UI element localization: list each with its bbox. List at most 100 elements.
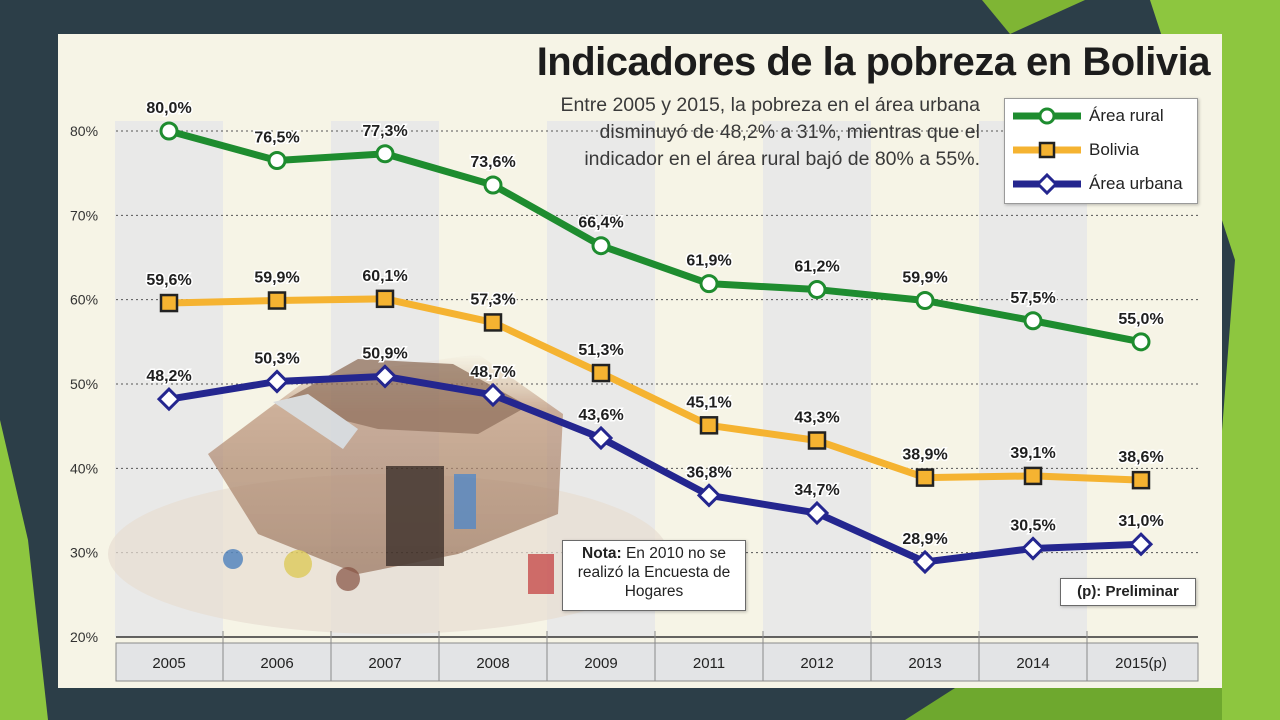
rural-house-illustration	[108, 354, 668, 634]
data-label: 45,1%	[686, 394, 731, 411]
data-point-circle	[699, 274, 719, 294]
data-point-circle	[483, 175, 503, 195]
data-label: 60,1%	[362, 268, 407, 285]
y-tick-label: 70%	[70, 207, 98, 223]
x-tick-label: 2011	[693, 655, 725, 672]
accent-shape-upper	[982, 0, 1085, 34]
x-tick-label: 2005	[152, 655, 185, 672]
data-label: 76,5%	[254, 130, 299, 147]
data-point-square	[1131, 470, 1151, 490]
data-point-diamond	[696, 483, 722, 508]
data-point-circle	[591, 236, 611, 256]
chart-title: Indicadores de la pobreza en Bolivia	[536, 40, 1211, 84]
x-axis-band	[115, 642, 1199, 682]
data-label: 30,5%	[1010, 517, 1055, 534]
x-tick-label: 2014	[1016, 655, 1049, 672]
data-point-circle	[807, 280, 827, 300]
y-tick-label: 30%	[70, 545, 98, 561]
data-label: 57,5%	[1010, 290, 1055, 307]
x-tick-label: 2013	[908, 655, 941, 672]
data-label: 48,7%	[470, 364, 515, 381]
data-label: 34,7%	[794, 482, 839, 499]
data-label: 28,9%	[902, 531, 947, 548]
data-label: 59,6%	[146, 272, 191, 289]
infographic-figure: 20% 30% 40% 50% 60% 70% 80% 2005 2006 2007 2008 20…	[58, 34, 1222, 688]
data-point-circle	[267, 151, 287, 171]
data-point-diamond	[912, 549, 938, 575]
data-point-square	[591, 363, 611, 383]
data-label: 59,9%	[902, 270, 947, 287]
data-point-square	[807, 431, 827, 450]
data-label: 77,3%	[362, 123, 407, 140]
series-line-1	[165, 295, 1145, 484]
x-tick-label: 2007	[368, 655, 401, 672]
y-tick-label: 50%	[70, 376, 98, 392]
legend-item-area-urbana: Área urbana	[1005, 167, 1197, 201]
data-label: 57,3%	[470, 291, 515, 308]
data-point-circle	[159, 121, 179, 141]
data-point-circle	[915, 291, 935, 311]
note-box: Nota: En 2010 no se realizó la Encuesta …	[562, 540, 746, 611]
data-point-diamond	[156, 387, 182, 412]
data-point-diamond	[264, 369, 290, 394]
data-label: 48,2%	[146, 368, 191, 385]
data-point-square	[699, 416, 719, 435]
data-label: 39,1%	[1010, 445, 1055, 462]
data-label: 66,4%	[578, 215, 623, 232]
data-label: 43,3%	[794, 410, 839, 427]
series-line-2	[165, 372, 1145, 566]
data-point-square	[267, 291, 287, 310]
accent-shape-left	[0, 420, 48, 720]
legend-item-area-rural: Área rural	[1005, 99, 1197, 133]
data-label: 51,3%	[578, 342, 623, 359]
x-tick-label: 2008	[476, 655, 509, 672]
y-tick-label: 80%	[70, 123, 98, 139]
legend-item-bolivia: Bolivia	[1005, 133, 1197, 167]
data-point-diamond	[480, 382, 506, 408]
x-tick-label: 2009	[584, 655, 617, 672]
legend-marker-circle-icon	[1013, 107, 1081, 125]
data-point-square	[483, 313, 503, 332]
y-tick-label: 40%	[70, 460, 98, 476]
y-tick-label: 20%	[70, 629, 98, 645]
x-tick-label: 2015(p)	[1115, 655, 1167, 672]
data-label: 61,2%	[794, 259, 839, 276]
accent-shape-right	[1150, 0, 1280, 720]
chart-legend: Área rural Bolivia Área urbana	[1004, 98, 1198, 204]
data-point-square	[159, 293, 179, 313]
accent-shape-lower	[905, 688, 1222, 720]
note-label: Nota:	[582, 545, 622, 562]
legend-marker-diamond-icon	[1013, 172, 1081, 196]
legend-label-bolivia: Bolivia	[1089, 140, 1140, 159]
data-label: 38,9%	[902, 447, 947, 464]
data-point-diamond	[1020, 536, 1046, 561]
legend-marker-square-icon	[1013, 141, 1081, 159]
preliminary-note: (p): Preliminar	[1060, 578, 1196, 606]
data-label: 61,9%	[686, 253, 731, 270]
data-point-circle	[1131, 332, 1151, 352]
category-band	[763, 121, 871, 637]
data-point-diamond	[1128, 532, 1154, 557]
legend-label-area-urbana: Área urbana	[1089, 174, 1183, 193]
data-label: 55,0%	[1118, 311, 1163, 328]
data-label: 38,6%	[1118, 449, 1163, 466]
data-label: 50,9%	[362, 345, 407, 362]
data-label: 73,6%	[470, 154, 515, 171]
data-label: 50,3%	[254, 350, 299, 367]
note-text: En 2010 no se realizó la Encuesta de Hog…	[577, 545, 731, 600]
legend-label-area-rural: Área rural	[1089, 106, 1164, 125]
data-label: 43,6%	[578, 407, 623, 424]
data-label: 31,0%	[1118, 513, 1163, 530]
line-chart: 20% 30% 40% 50% 60% 70% 80% 2005 2006 2007 2008 20…	[70, 99, 1199, 682]
data-label: 80,0%	[146, 100, 191, 117]
data-point-diamond	[372, 364, 398, 389]
series-line-0	[165, 127, 1145, 346]
data-point-circle	[1023, 311, 1043, 331]
x-tick-label: 2012	[800, 655, 833, 672]
chart-subtitle: Entre 2005 y 2015, la pobreza en el área…	[560, 94, 980, 170]
data-point-square	[915, 468, 935, 487]
data-point-square	[1023, 466, 1043, 486]
x-tick-label: 2006	[260, 655, 293, 672]
data-point-circle	[375, 144, 395, 164]
data-label: 59,9%	[254, 270, 299, 287]
